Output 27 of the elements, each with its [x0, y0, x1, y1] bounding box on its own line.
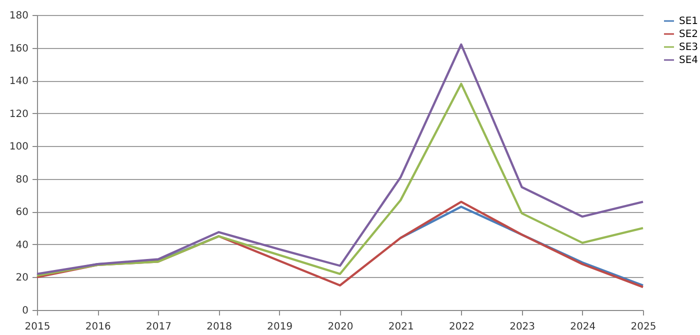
y-tick-label: 140	[9, 76, 28, 88]
y-tick-label: 100	[9, 142, 28, 153]
legend-label: SE1	[679, 16, 698, 27]
line-series	[36, 43, 644, 276]
x-tick-label: 2018	[206, 322, 232, 332]
x-tick-label: 2015	[24, 322, 50, 332]
x-tick-label: 2023	[510, 322, 536, 332]
x-tick-label: 2025	[630, 322, 656, 332]
legend-label: SE2	[679, 29, 698, 40]
y-tick-label: 80	[16, 174, 28, 186]
x-tick-label: 2022	[448, 322, 474, 332]
y-tick-label: 180	[9, 10, 28, 22]
legend-label: SE3	[679, 42, 698, 53]
y-tick-label: 20	[16, 272, 28, 284]
y-tick-label: 40	[16, 240, 28, 251]
y-tick-label: 0	[22, 306, 28, 316]
x-tick-label: 2021	[388, 322, 414, 332]
x-tick-label: 2019	[267, 322, 293, 332]
y-tick-label: 120	[9, 108, 28, 120]
x-tick-label: 2024	[570, 322, 596, 332]
legend-label: SE4	[679, 55, 698, 66]
x-tick-label: 2020	[328, 322, 354, 332]
x-tick-label: 2017	[146, 322, 172, 332]
x-tick-label: 2016	[85, 322, 111, 332]
y-tick-label: 160	[9, 43, 28, 54]
y-tick-label: 60	[16, 207, 28, 218]
line-series	[36, 82, 644, 277]
